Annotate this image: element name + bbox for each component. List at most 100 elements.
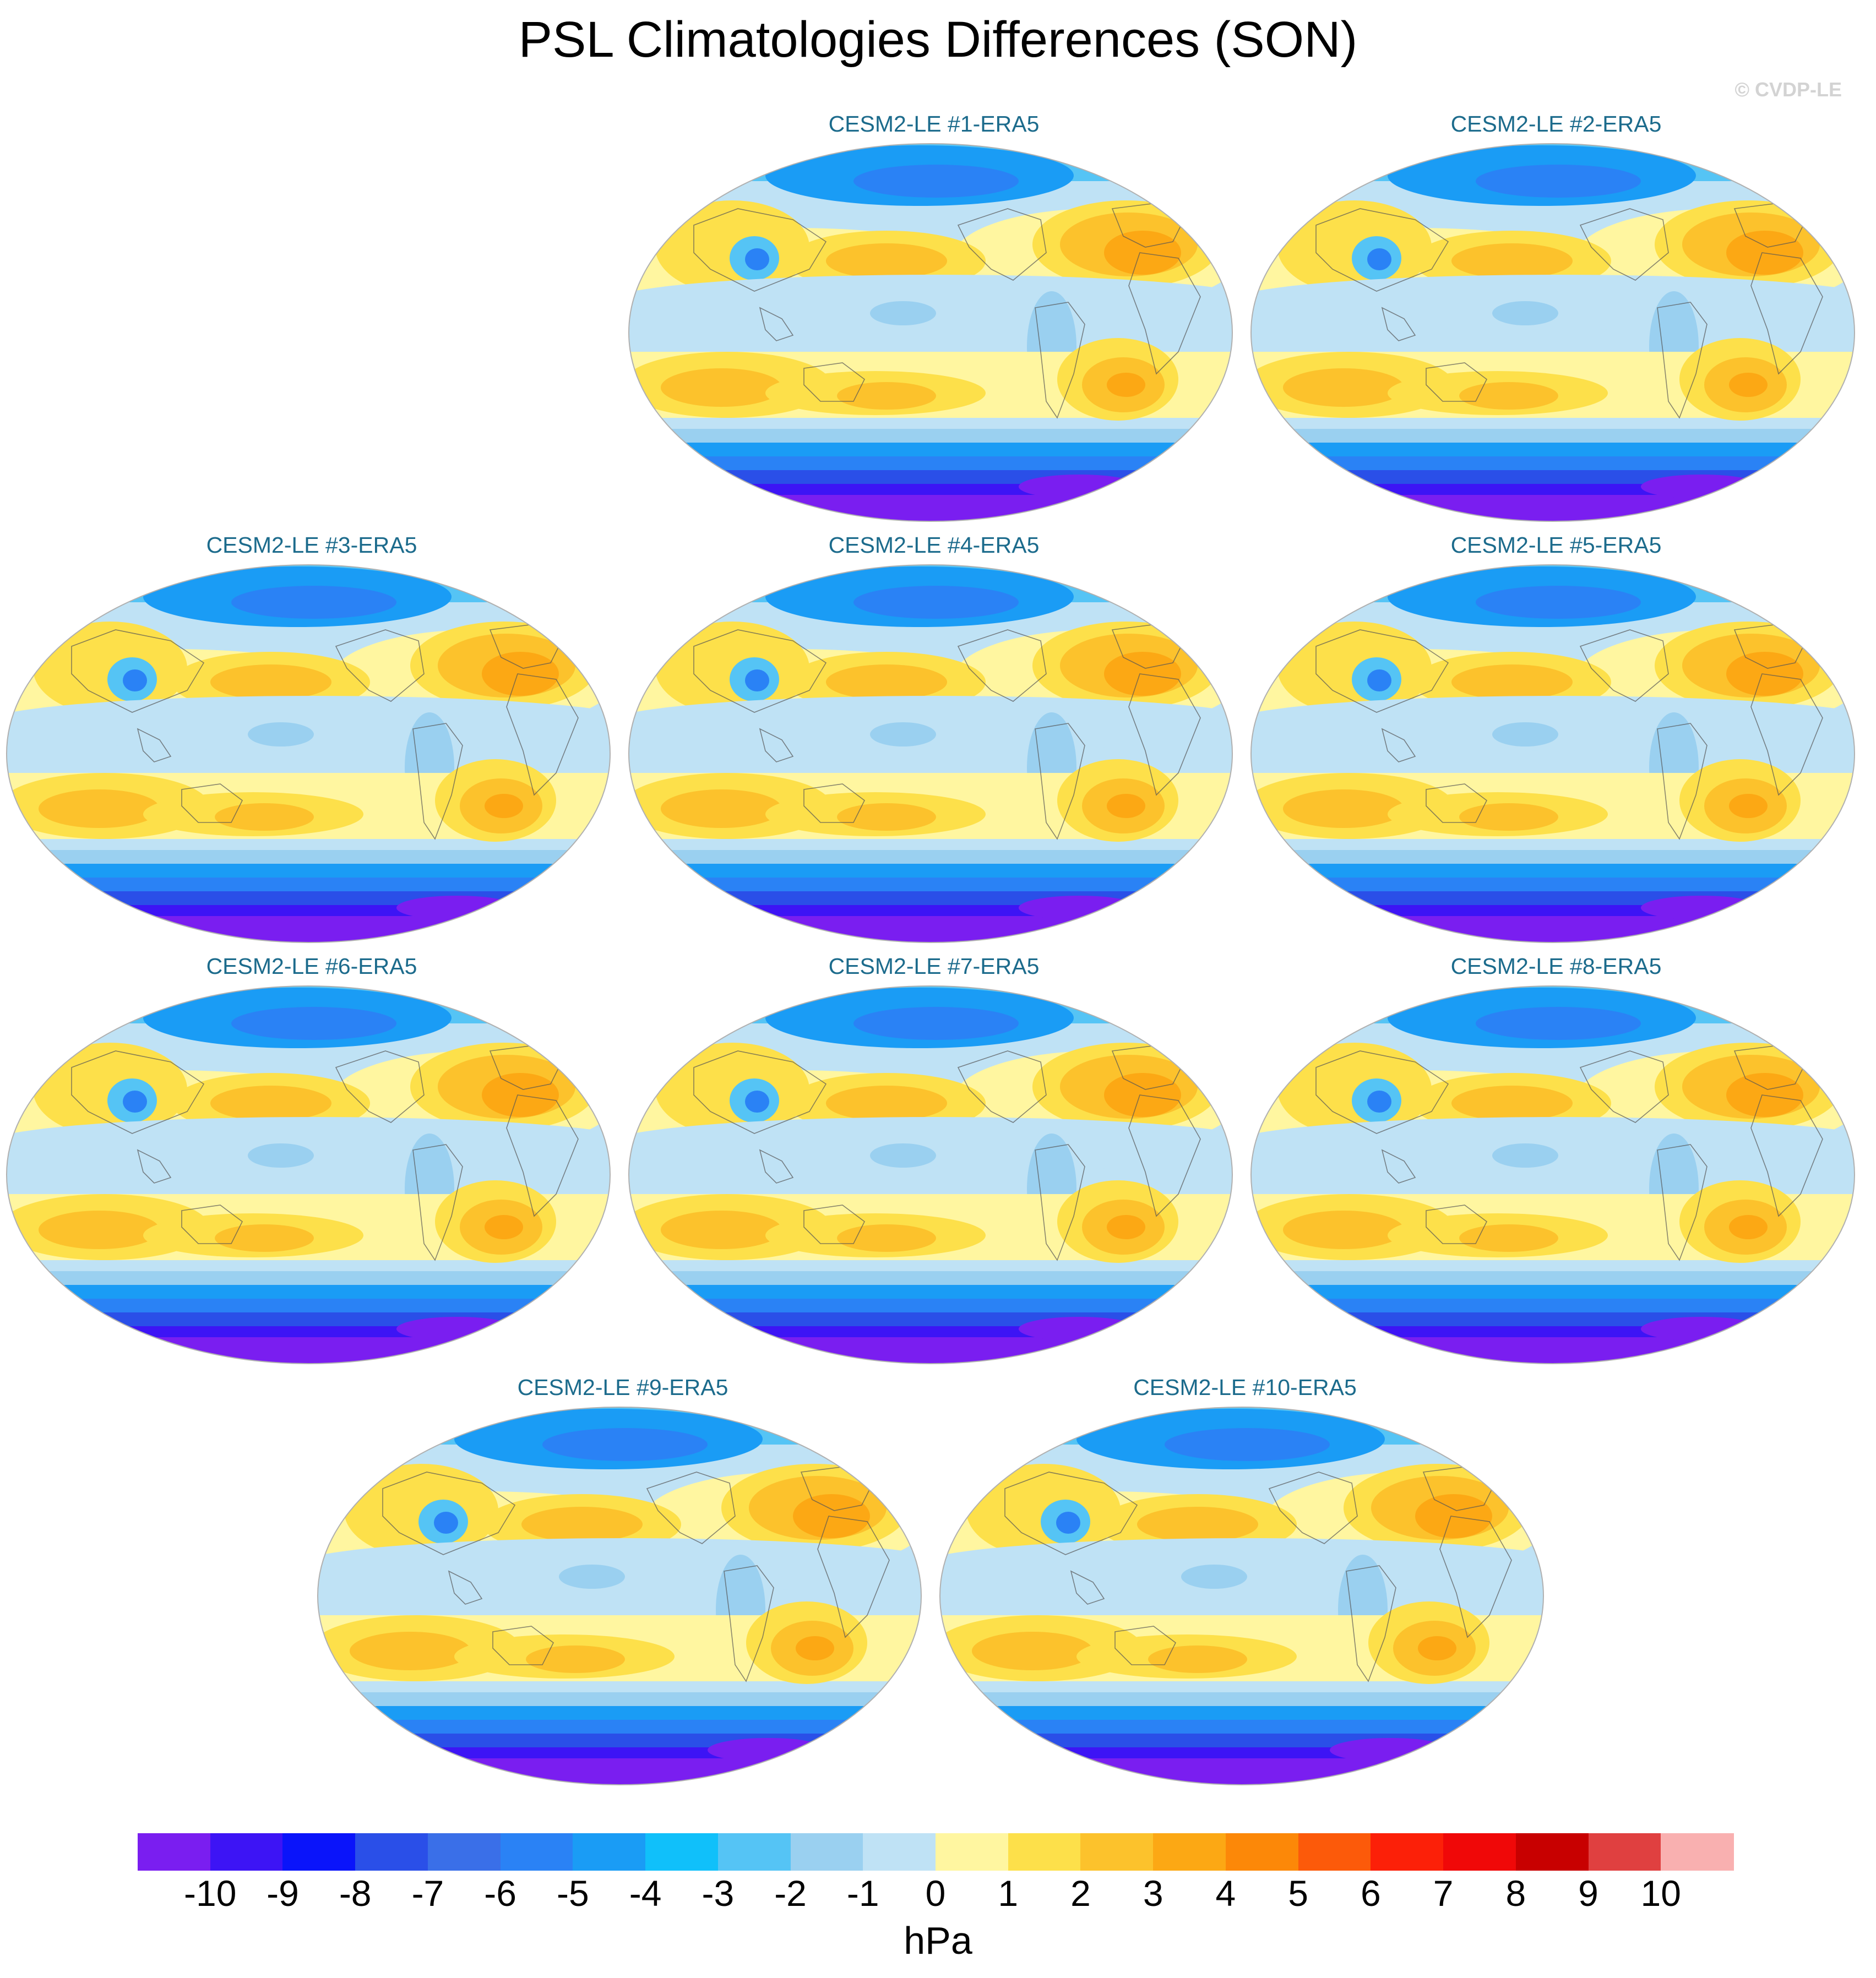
panel-title: CESM2-LE #3-ERA5 bbox=[206, 532, 417, 558]
so-band-5 bbox=[629, 484, 1232, 495]
so-band-5 bbox=[940, 1747, 1543, 1758]
n-pacific-high-core bbox=[826, 243, 947, 279]
coastline bbox=[1381, 1149, 1416, 1184]
coastline bbox=[1381, 728, 1416, 762]
n-pacific-high-core bbox=[826, 664, 947, 700]
colorbar-tick-label: 3 bbox=[1143, 1873, 1163, 1914]
panel-title: CESM2-LE #7-ERA5 bbox=[828, 953, 1040, 979]
map-border bbox=[628, 143, 1233, 522]
arctic-low-center bbox=[853, 1007, 1019, 1040]
colorbar-box bbox=[138, 1833, 211, 1871]
indian-ocean-high-core bbox=[39, 1211, 160, 1249]
map-field bbox=[629, 565, 1232, 942]
so-band-1 bbox=[318, 1692, 921, 1706]
map bbox=[1250, 143, 1855, 522]
so-band-3 bbox=[7, 878, 610, 891]
tibet-low-core bbox=[434, 1512, 458, 1534]
so-band-5 bbox=[629, 905, 1232, 916]
coastline bbox=[1315, 1050, 1449, 1134]
tropical-band bbox=[629, 1117, 1232, 1172]
panel-title: CESM2-LE #2-ERA5 bbox=[1450, 111, 1662, 137]
arctic-low-center bbox=[1476, 1007, 1641, 1040]
antarctic-low bbox=[629, 495, 1232, 521]
colorbar-tick-label: 4 bbox=[1215, 1873, 1236, 1914]
tibet-low-core bbox=[745, 248, 769, 270]
tropical-low bbox=[870, 1143, 936, 1168]
coastline bbox=[412, 723, 463, 840]
colorbar-tick-label: -9 bbox=[267, 1873, 299, 1914]
so-band-3 bbox=[940, 1720, 1543, 1734]
so-band-3 bbox=[7, 1299, 610, 1312]
so-band-4 bbox=[629, 891, 1232, 905]
tropical-band bbox=[940, 1538, 1543, 1593]
colorbar-tick-label: 1 bbox=[998, 1873, 1019, 1914]
s-pacific-high-core bbox=[215, 803, 314, 831]
map-border bbox=[6, 564, 611, 943]
indian-ocean-high-core bbox=[350, 1632, 471, 1670]
n-pacific-high-core bbox=[826, 1086, 947, 1121]
map bbox=[939, 1407, 1544, 1785]
colorbar-tick-label: -1 bbox=[846, 1873, 879, 1914]
map-border bbox=[628, 985, 1233, 1364]
coastline bbox=[1750, 673, 1823, 796]
so-band-1 bbox=[1251, 850, 1855, 864]
coastline bbox=[1128, 673, 1201, 796]
antarctic-low bbox=[318, 1758, 921, 1785]
map-border bbox=[939, 1407, 1544, 1785]
antarctic-low bbox=[629, 1337, 1232, 1364]
colorbar-box bbox=[427, 1833, 501, 1871]
map-field bbox=[629, 986, 1232, 1364]
antarctic-low bbox=[7, 1337, 610, 1364]
map-border bbox=[628, 564, 1233, 943]
colorbar-box bbox=[1008, 1833, 1081, 1871]
panel-title: CESM2-LE #10-ERA5 bbox=[1133, 1375, 1357, 1400]
map-field bbox=[940, 1407, 1543, 1785]
so-band-3 bbox=[1251, 456, 1855, 470]
so-band-2 bbox=[1251, 864, 1855, 878]
tropical-band bbox=[629, 275, 1232, 330]
coastline bbox=[759, 307, 794, 341]
coastline bbox=[957, 208, 1047, 281]
tropical-low bbox=[1492, 301, 1558, 325]
so-band-5 bbox=[318, 1747, 921, 1758]
map-panel-3: CESM2-LE #3-ERA5 bbox=[6, 534, 618, 963]
coastline bbox=[1381, 307, 1416, 341]
so-band-2 bbox=[318, 1706, 921, 1720]
colorbar-box bbox=[717, 1833, 791, 1871]
panel-title: CESM2-LE #6-ERA5 bbox=[206, 953, 417, 979]
s-atlantic-high-center bbox=[1107, 794, 1145, 818]
map bbox=[6, 985, 611, 1364]
s-atlantic-high-center bbox=[1107, 1215, 1145, 1239]
s-pacific-high-core bbox=[215, 1224, 314, 1252]
map-field bbox=[7, 986, 610, 1364]
coastline bbox=[1128, 252, 1201, 375]
colorbar-tick-label: 7 bbox=[1433, 1873, 1454, 1914]
indian-ocean-high-core bbox=[661, 1211, 782, 1249]
colorbar-tick-label: -2 bbox=[774, 1873, 807, 1914]
so-band-5 bbox=[7, 905, 610, 916]
coastline bbox=[1579, 629, 1669, 702]
map-panel-4: CESM2-LE #4-ERA5 bbox=[628, 534, 1240, 963]
coastline bbox=[412, 1144, 463, 1261]
map-panel-10: CESM2-LE #10-ERA5 bbox=[939, 1376, 1551, 1806]
coastline bbox=[803, 783, 866, 823]
coastline bbox=[71, 629, 205, 713]
so-band-3 bbox=[629, 1299, 1232, 1312]
so-band-2 bbox=[1251, 1285, 1855, 1299]
arctic-low-center bbox=[231, 1007, 396, 1040]
s-pacific-high-core bbox=[837, 382, 936, 410]
so-band-1 bbox=[1251, 1271, 1855, 1285]
map-border bbox=[317, 1407, 922, 1785]
tropical-band bbox=[1251, 1117, 1855, 1172]
tropical-low bbox=[1492, 1143, 1558, 1168]
colorbar-tick-label: -6 bbox=[484, 1873, 516, 1914]
colorbar-box bbox=[936, 1833, 1009, 1871]
so-band-1 bbox=[629, 429, 1232, 443]
coastline bbox=[803, 362, 866, 402]
colorbar-tick-label: 9 bbox=[1578, 1873, 1598, 1914]
coastline bbox=[1657, 302, 1708, 419]
map bbox=[628, 143, 1233, 522]
tropical-band bbox=[7, 1117, 610, 1172]
map-panel-9: CESM2-LE #9-ERA5 bbox=[317, 1376, 929, 1806]
map bbox=[628, 564, 1233, 943]
